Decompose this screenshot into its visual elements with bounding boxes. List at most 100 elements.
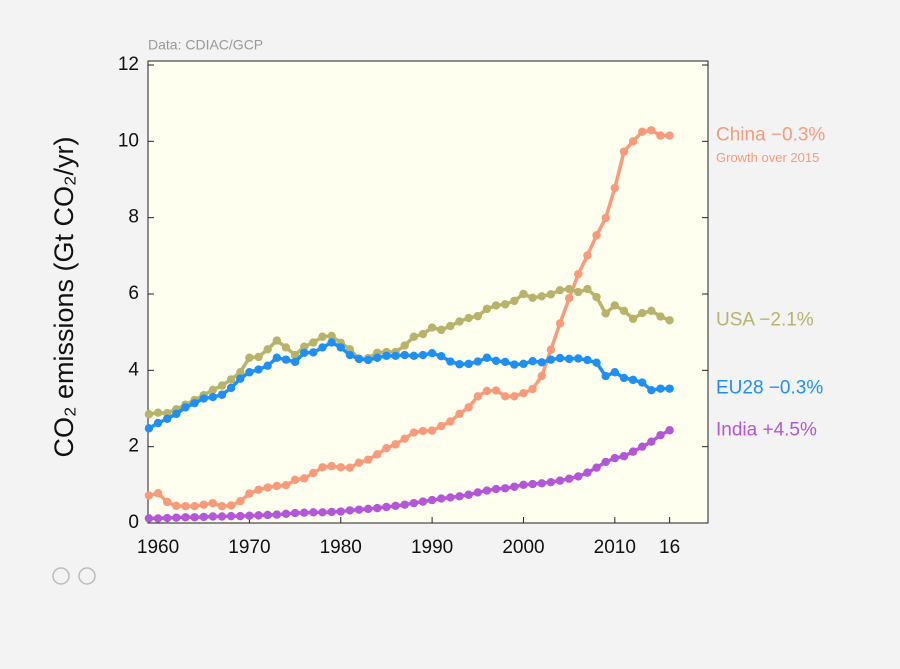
point — [226, 375, 236, 384]
point — [144, 410, 154, 419]
point — [574, 354, 583, 363]
point — [162, 414, 172, 424]
point — [217, 381, 227, 390]
point — [327, 461, 336, 471]
point — [153, 418, 163, 428]
point — [309, 348, 318, 357]
point — [638, 127, 647, 136]
point — [537, 479, 546, 488]
point — [500, 392, 510, 401]
point — [528, 384, 537, 394]
point — [437, 421, 446, 431]
point — [601, 371, 610, 381]
point — [336, 507, 345, 516]
point — [217, 390, 227, 399]
point — [455, 317, 464, 326]
point — [318, 463, 327, 472]
point — [391, 440, 400, 449]
point — [300, 508, 309, 517]
point — [400, 350, 409, 360]
point — [208, 385, 218, 394]
point — [537, 292, 546, 301]
point — [290, 357, 300, 367]
point — [564, 474, 574, 483]
point — [482, 353, 492, 362]
point — [272, 510, 282, 519]
point — [263, 361, 272, 370]
point — [610, 301, 620, 310]
point — [162, 513, 172, 523]
point — [656, 384, 665, 393]
x-tick-label: 16 — [659, 537, 680, 558]
point — [245, 489, 254, 498]
point — [592, 358, 601, 367]
cc-icons — [52, 567, 96, 585]
point — [656, 312, 665, 321]
point — [363, 504, 373, 514]
y-tick-label: 8 — [128, 207, 139, 228]
point — [665, 316, 674, 325]
point — [638, 442, 647, 451]
point — [628, 375, 638, 385]
point — [199, 500, 208, 509]
series-label: China −0.3% — [716, 125, 825, 146]
point — [592, 292, 601, 302]
y-tick-label: 6 — [128, 283, 139, 304]
y-tick-label: 2 — [128, 436, 139, 457]
point — [555, 319, 565, 328]
point — [363, 355, 373, 365]
point — [400, 500, 409, 509]
point — [382, 443, 391, 453]
point — [327, 507, 336, 517]
point — [263, 345, 272, 354]
point — [491, 356, 501, 365]
point — [309, 468, 318, 478]
point — [546, 355, 556, 364]
point — [153, 514, 163, 523]
point — [281, 355, 291, 364]
series-line — [148, 340, 670, 430]
point — [656, 131, 665, 140]
point — [418, 329, 428, 339]
point — [427, 495, 437, 505]
point — [427, 323, 437, 332]
point — [318, 508, 327, 517]
point — [290, 508, 300, 518]
point — [236, 497, 245, 506]
point — [482, 304, 492, 314]
x-tick-label: 2000 — [502, 537, 544, 558]
point — [555, 476, 565, 485]
point — [318, 332, 327, 341]
point — [144, 424, 154, 433]
point — [473, 357, 482, 366]
series-line — [148, 287, 671, 416]
point — [510, 392, 519, 401]
point — [537, 358, 546, 367]
point — [382, 351, 391, 361]
point — [491, 386, 501, 395]
point — [647, 126, 656, 135]
point — [281, 343, 291, 352]
point — [464, 313, 473, 323]
point — [418, 497, 428, 506]
point — [409, 498, 419, 508]
point — [354, 354, 364, 364]
point — [464, 490, 473, 499]
point — [601, 213, 610, 223]
point — [254, 511, 263, 520]
point — [199, 512, 208, 522]
point — [345, 463, 355, 472]
point — [528, 356, 537, 366]
point — [491, 484, 501, 494]
point — [309, 508, 318, 517]
point — [327, 331, 336, 341]
point — [254, 485, 263, 494]
point — [172, 501, 181, 511]
point — [172, 409, 181, 419]
point — [665, 384, 674, 393]
point — [181, 502, 190, 511]
point — [162, 497, 172, 507]
point — [437, 494, 446, 503]
point — [610, 368, 620, 377]
point — [382, 502, 391, 512]
